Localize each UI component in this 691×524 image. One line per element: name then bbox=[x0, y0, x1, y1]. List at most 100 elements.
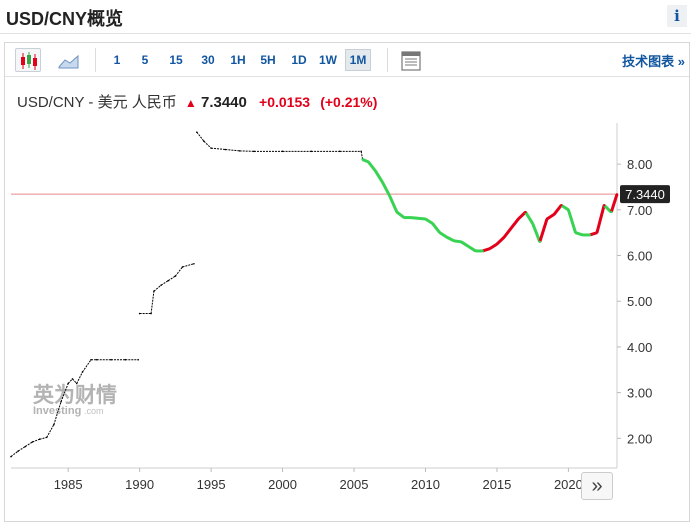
series-segment bbox=[431, 222, 441, 234]
x-tick-label: 2000 bbox=[268, 477, 297, 492]
series-segment bbox=[374, 170, 384, 184]
data-point bbox=[467, 245, 470, 248]
y-tick-label: 2.00 bbox=[627, 431, 652, 446]
data-point bbox=[124, 358, 127, 361]
series-segment bbox=[17, 446, 26, 452]
up-arrow-icon: ▲ bbox=[184, 96, 197, 110]
x-tick-label: 2020 bbox=[554, 477, 583, 492]
data-point bbox=[610, 210, 613, 214]
chart-toolbar: 1 5 15 30 1H 5H 1D 1W 1M 技术图表 » bbox=[5, 43, 689, 77]
data-point bbox=[560, 204, 563, 207]
data-point bbox=[517, 217, 520, 221]
series-segment bbox=[225, 149, 240, 152]
range-button-30[interactable]: 30 bbox=[201, 53, 215, 67]
series-segment bbox=[46, 424, 55, 438]
series-segment bbox=[446, 235, 455, 243]
range-button-1h[interactable]: 1H bbox=[230, 53, 246, 67]
data-point bbox=[402, 216, 406, 219]
y-tick-label: 7.00 bbox=[627, 203, 652, 218]
next-button[interactable]: » bbox=[581, 472, 613, 500]
watermark-suffix: .com bbox=[84, 406, 104, 416]
data-point bbox=[360, 150, 362, 153]
x-tick-label: 2015 bbox=[482, 477, 511, 492]
table-view-icon[interactable] bbox=[397, 48, 423, 72]
data-point bbox=[445, 236, 449, 239]
instrument-name: USD/CNY - 美元 人民币 bbox=[17, 94, 177, 111]
data-point bbox=[71, 378, 74, 380]
chart-panel: 1 5 15 30 1H 5H 1D 1W 1M 技术图表 » USD/CNY - 美元 人民币… bbox=[4, 42, 690, 522]
series-segment bbox=[174, 266, 183, 277]
x-tick-label: 2010 bbox=[411, 477, 440, 492]
range-button-1m[interactable]: 1M bbox=[345, 49, 371, 71]
data-point bbox=[181, 266, 184, 268]
data-point bbox=[510, 226, 513, 230]
y-tick-label: 4.00 bbox=[627, 340, 652, 355]
range-button-15[interactable]: 15 bbox=[169, 53, 183, 67]
range-button-1w[interactable]: 1W bbox=[319, 53, 337, 67]
x-tick-label: 2005 bbox=[340, 477, 369, 492]
series-segment bbox=[76, 371, 83, 384]
data-point bbox=[60, 400, 62, 403]
data-point bbox=[524, 210, 527, 214]
data-point bbox=[238, 150, 241, 152]
data-point bbox=[409, 216, 413, 219]
data-point bbox=[595, 231, 599, 234]
series-segment bbox=[482, 247, 491, 253]
data-point bbox=[567, 208, 570, 212]
data-point bbox=[588, 233, 592, 237]
area-chart-icon[interactable] bbox=[55, 48, 81, 72]
data-point bbox=[474, 249, 477, 253]
series-segment bbox=[67, 378, 73, 384]
data-point bbox=[67, 382, 69, 385]
series-segment bbox=[182, 263, 195, 268]
range-button-5[interactable]: 5 bbox=[141, 53, 149, 67]
series-segment bbox=[609, 193, 619, 213]
data-point bbox=[45, 436, 48, 439]
series-segment bbox=[453, 239, 462, 244]
data-point bbox=[10, 455, 12, 458]
data-point bbox=[31, 441, 34, 443]
series-segment bbox=[203, 140, 212, 149]
range-button-5h[interactable]: 5H bbox=[260, 53, 276, 67]
x-tick-label: 1990 bbox=[125, 477, 154, 492]
data-point bbox=[138, 312, 141, 315]
data-point bbox=[150, 312, 152, 315]
series-segment bbox=[424, 217, 434, 225]
data-point bbox=[424, 217, 427, 221]
series-segment bbox=[395, 210, 405, 219]
series-segment bbox=[150, 291, 155, 314]
series-segment bbox=[10, 450, 19, 457]
data-point bbox=[310, 150, 312, 153]
x-tick-label: 1995 bbox=[197, 477, 226, 492]
series-segment bbox=[560, 203, 570, 212]
data-point bbox=[281, 150, 284, 153]
data-point bbox=[81, 371, 84, 373]
data-point bbox=[253, 150, 255, 153]
data-point bbox=[367, 160, 370, 164]
series-segment bbox=[566, 209, 577, 234]
data-point bbox=[602, 204, 606, 207]
watermark-en: Investing bbox=[33, 405, 81, 417]
range-button-1d[interactable]: 1D bbox=[291, 53, 307, 67]
price-tag-label: 7.3440 bbox=[625, 187, 665, 202]
info-icon[interactable]: i bbox=[667, 5, 687, 27]
series-segment bbox=[510, 218, 520, 230]
data-point bbox=[160, 284, 162, 287]
page-header: USD/CNY概览 i bbox=[0, 0, 691, 34]
series-segment bbox=[538, 218, 549, 243]
data-point bbox=[388, 194, 391, 198]
data-point bbox=[488, 247, 491, 250]
toolbar-divider bbox=[387, 48, 388, 72]
data-point bbox=[460, 240, 463, 244]
technical-chart-link[interactable]: 技术图表 » bbox=[622, 54, 685, 69]
series-segment bbox=[167, 275, 176, 282]
series-segment bbox=[60, 383, 69, 402]
candlestick-icon[interactable] bbox=[15, 48, 41, 72]
data-point bbox=[210, 147, 212, 149]
range-button-1[interactable]: 1 bbox=[113, 53, 121, 67]
data-point bbox=[203, 140, 205, 143]
data-point bbox=[552, 213, 556, 216]
series-segment bbox=[39, 436, 47, 440]
data-point bbox=[574, 231, 577, 234]
